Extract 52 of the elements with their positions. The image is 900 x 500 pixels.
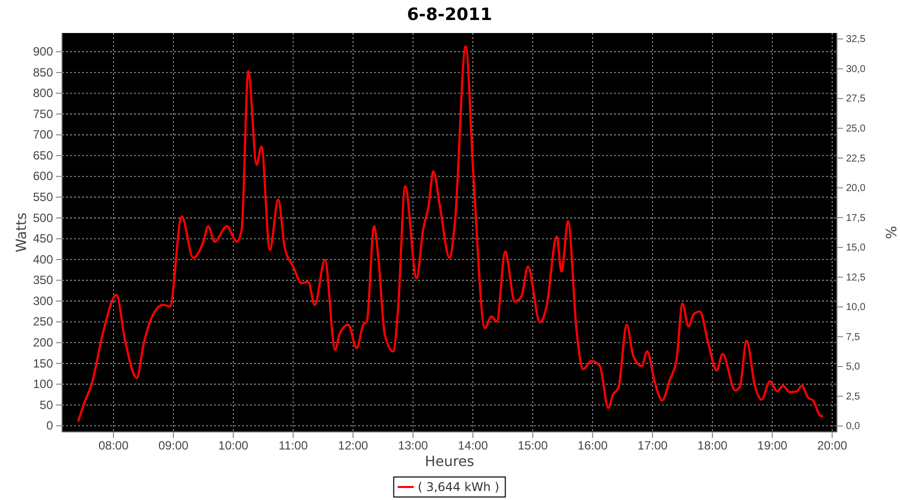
x-tick-label: 10:00 <box>218 438 249 453</box>
x-tick-label: 08:00 <box>98 438 129 453</box>
y2-tick-label: 30,0 <box>846 64 866 75</box>
x-tick-label: 16:00 <box>578 438 608 453</box>
y-tick-label: 0 <box>46 418 54 433</box>
y2-tick-label: 22,5 <box>846 153 866 164</box>
y-tick-label: 600 <box>32 169 54 184</box>
y2-tick-label: 27,5 <box>846 94 866 105</box>
x-tick-label: 09:00 <box>158 438 189 453</box>
y2-tick-label: 0,0 <box>846 421 860 432</box>
chart-title: 6-8-2011 <box>406 5 492 25</box>
y2-tick-label: 17,5 <box>846 212 866 224</box>
y2-tick-label: 15,0 <box>846 242 866 254</box>
x-axis-title: Heures <box>424 454 474 470</box>
y-tick-label: 450 <box>32 232 54 246</box>
y2-tick-label: 20,0 <box>846 183 866 194</box>
y-tick-label: 200 <box>32 335 54 350</box>
y-tick-label: 350 <box>32 273 54 288</box>
y2-tick-label: 12,5 <box>846 272 866 284</box>
y-tick-label: 750 <box>32 106 54 121</box>
y-tick-label: 650 <box>32 148 54 162</box>
y-tick-label: 100 <box>32 377 54 392</box>
x-tick-label: 15:00 <box>518 438 548 453</box>
x-tick-label: 12:00 <box>338 438 368 453</box>
x-tick-label: 18:00 <box>697 438 728 453</box>
y2-axis-title: % <box>882 226 898 240</box>
y-tick-label: 550 <box>32 190 54 204</box>
x-tick-label: 20:00 <box>817 438 848 453</box>
y2-tick-label: 25,0 <box>846 123 866 134</box>
y-tick-label: 300 <box>32 294 54 308</box>
y-tick-label: 50 <box>40 398 54 412</box>
y2-tick-label: 2,5 <box>846 391 860 402</box>
y2-tick-label: 10,0 <box>846 302 866 314</box>
line-series <box>77 45 824 423</box>
y-tick-label: 700 <box>32 128 54 142</box>
x-tick-label: 17:00 <box>638 438 668 453</box>
y-tick-label: 850 <box>32 65 54 80</box>
x-tick-label: 11:00 <box>278 438 308 453</box>
y-tick-label: 400 <box>32 252 54 266</box>
y-tick-label: 150 <box>32 356 54 370</box>
legend-label: ( 3,644 kWh ) <box>418 480 500 494</box>
y-tick-label: 250 <box>32 314 54 329</box>
x-tick-label: 13:00 <box>398 438 428 453</box>
x-tick-label: 14:00 <box>458 438 488 453</box>
y2-tick-label: 5,0 <box>846 362 860 373</box>
y2-tick-label: 32,5 <box>846 34 866 46</box>
y-tick-label: 900 <box>32 44 54 59</box>
x-tick-label: 19:00 <box>757 438 788 453</box>
y-axis-title: Watts <box>14 212 30 252</box>
y-tick-label: 800 <box>32 86 54 100</box>
y-tick-label: 500 <box>32 210 54 225</box>
y2-tick-label: 7,5 <box>846 332 860 343</box>
